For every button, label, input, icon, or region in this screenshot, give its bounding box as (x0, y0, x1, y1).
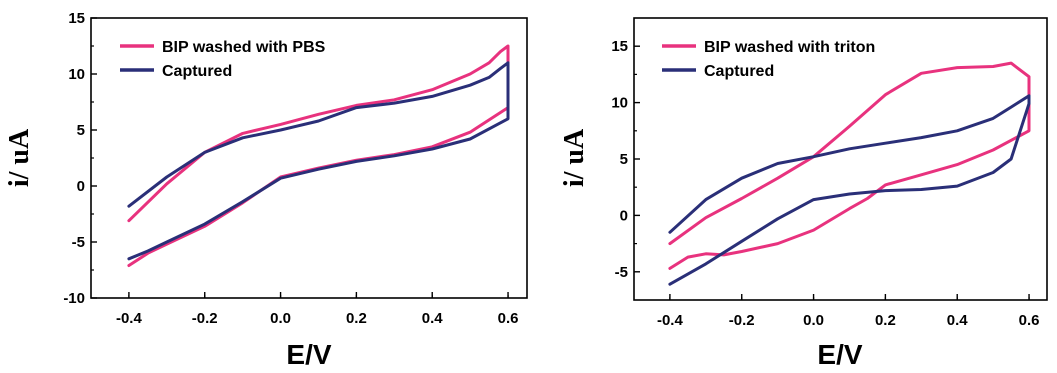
y-tick-label: 15 (611, 38, 628, 55)
x-tick-label: -0.2 (192, 310, 218, 327)
y-tick-label: -10 (63, 290, 85, 307)
x-tick-label: 0.0 (803, 312, 824, 329)
x-tick-label: -0.2 (729, 312, 755, 329)
x-tick-label: 0.4 (422, 310, 444, 327)
legend-label: BIP washed with PBS (162, 39, 326, 56)
series-line-captured (127, 61, 510, 261)
y-tick-label: 10 (611, 95, 628, 112)
y-tick-label: -5 (72, 234, 85, 251)
x-tick-label: -0.4 (116, 310, 143, 327)
series-line-captured (668, 94, 1031, 286)
x-axis-title: E/V (286, 339, 331, 370)
y-tick-label: 10 (68, 66, 85, 83)
x-tick-label: 0.6 (498, 310, 519, 327)
y-tick-label: 15 (68, 10, 85, 27)
x-tick-label: 0.2 (346, 310, 367, 327)
y-axis-title: i/ uA (559, 128, 590, 187)
panel-left: i/ uA E/V -0.4 -0.2 0.0 0.2 0.4 0.6 -10 -5 0 5 10 1… (4, 10, 528, 370)
x-tick-label: 0.2 (875, 312, 896, 329)
x-axis-title: E/V (817, 339, 862, 370)
y-tick-label: 5 (77, 122, 85, 139)
y-tick-label: 0 (620, 207, 628, 224)
legend-label: Captured (704, 63, 774, 80)
y-tick-label: -5 (615, 264, 628, 281)
x-tick-label: 0.6 (1019, 312, 1040, 329)
y-tick-label: 0 (77, 178, 85, 195)
legend-label: Captured (162, 63, 232, 80)
series-line-bip (668, 61, 1031, 270)
y-tick-label: 5 (620, 151, 628, 168)
legend-label: BIP washed with triton (704, 39, 875, 56)
x-tick-label: -0.4 (657, 312, 684, 329)
panel-right: i/ uA E/V -0.4 -0.2 0.0 0.2 0.4 0.6 -5 0 5 10 15 BI… (559, 17, 1048, 370)
x-tick-label: 0.4 (947, 312, 969, 329)
plot-frame (90, 17, 528, 299)
x-tick-label: 0.0 (270, 310, 291, 327)
y-axis-title: i/ uA (4, 128, 35, 187)
plot-frame (633, 17, 1048, 301)
